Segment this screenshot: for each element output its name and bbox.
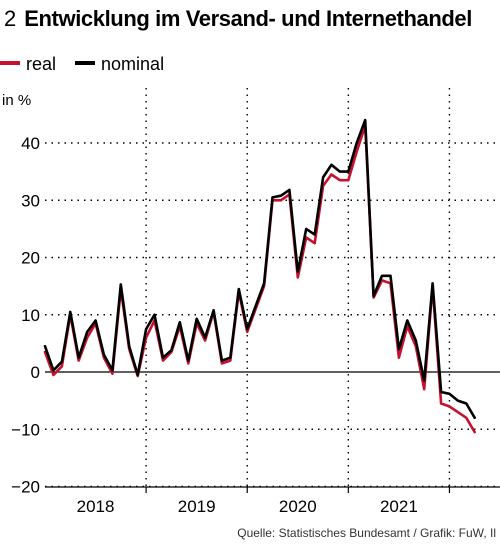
line-chart: −20 −10 0 10 20 30 40 2018 2019 2020 2021 in % [2, 88, 500, 516]
y-tick-label: 20 [21, 249, 40, 268]
x-tick-label: 2018 [77, 497, 115, 516]
chart-title-row: 2 Entwicklung im Versand- und Internethan… [4, 6, 500, 42]
source-note: Quelle: Statistisches Bundesamt / Grafik… [237, 526, 496, 540]
series-lines [43, 118, 477, 434]
series-line-real [43, 124, 477, 434]
legend-label-nominal: nominal [101, 54, 165, 74]
legend-label-real: real [26, 54, 57, 74]
y-tick-label: 30 [21, 191, 40, 210]
legend-swatch-nominal [75, 61, 96, 66]
chart-number: 2 [4, 6, 17, 31]
y-tick-label: 40 [21, 134, 40, 153]
y-tick-label: 0 [31, 363, 40, 382]
y-axis-label: in % [2, 92, 31, 109]
series-line-nominal [43, 118, 477, 420]
y-tick-label: −20 [11, 478, 40, 497]
legend-item-nominal: nominal [75, 54, 164, 75]
legend-item-real: real [0, 54, 56, 75]
x-tick-label: 2020 [279, 497, 317, 516]
y-tick-label: 10 [21, 306, 40, 325]
axis: −20 −10 0 10 20 30 40 2018 2019 2020 2021 [11, 134, 500, 516]
x-tick-label: 2019 [178, 497, 216, 516]
chart-title: Entwicklung im Versand- und Internethand… [24, 6, 472, 31]
x-tick-label: 2021 [380, 497, 418, 516]
legend-swatch-real [0, 61, 20, 66]
y-tick-label: −10 [11, 420, 40, 439]
chart-legend: real nominal [0, 54, 178, 80]
